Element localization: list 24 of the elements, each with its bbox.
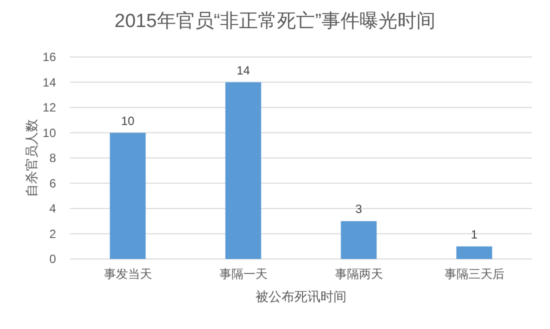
x-tick-label: 事隔一天 xyxy=(219,267,268,281)
y-tick-label: 10 xyxy=(42,126,56,140)
data-label: 1 xyxy=(470,227,478,242)
bar xyxy=(110,132,146,259)
x-tick-label: 事隔三天后 xyxy=(444,267,504,281)
y-tick-label: 4 xyxy=(49,202,56,216)
x-axis-title: 被公布死讯时间 xyxy=(256,289,346,304)
bar xyxy=(456,246,492,259)
x-tick-label: 事发当天 xyxy=(104,267,152,281)
y-tick-label: 6 xyxy=(49,176,56,190)
y-tick-label: 16 xyxy=(42,50,56,64)
data-label: 10 xyxy=(121,114,135,128)
y-tick-label: 0 xyxy=(49,252,56,266)
x-tick-label: 事隔两天 xyxy=(334,267,383,281)
y-tick-label: 14 xyxy=(42,75,56,90)
bar xyxy=(225,82,262,259)
y-tick-label: 8 xyxy=(49,151,56,165)
data-label: 3 xyxy=(355,202,362,216)
y-axis-title: 自杀官员人数 xyxy=(24,119,39,197)
y-tick-label: 2 xyxy=(49,226,56,241)
data-label: 14 xyxy=(236,63,250,78)
chart-title: 2015年官员“非正常死亡”事件曝光时间 xyxy=(114,10,436,32)
y-tick-label: 12 xyxy=(42,100,56,114)
bar xyxy=(340,221,377,259)
